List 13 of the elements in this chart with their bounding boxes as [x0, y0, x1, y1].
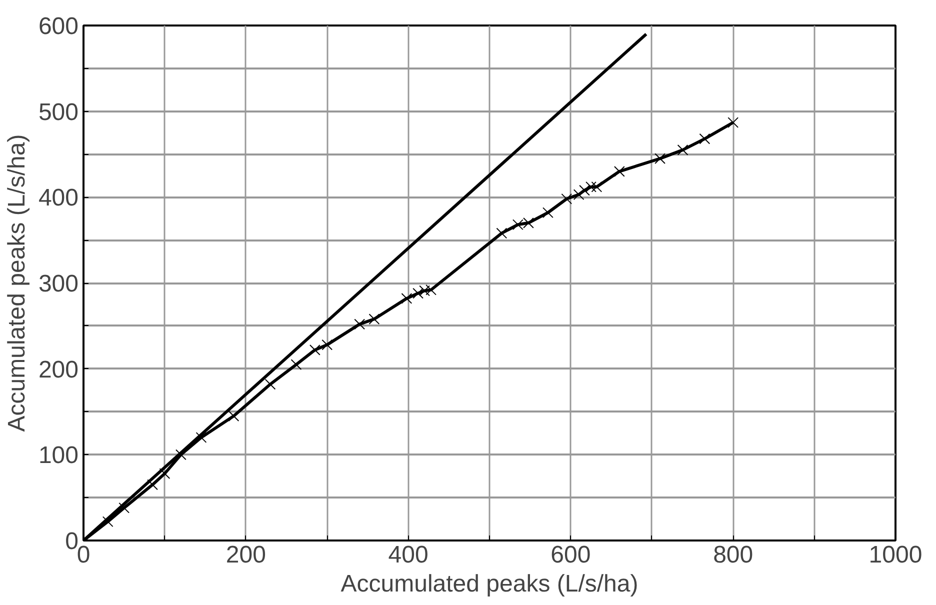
y-tick-label: 400: [38, 184, 79, 212]
y-tick-label: 100: [38, 442, 79, 470]
x-tick-label: 800: [713, 542, 754, 568]
y-tick-label: 500: [38, 98, 79, 126]
x-tick-label: 600: [550, 542, 591, 568]
y-tick-label: 300: [38, 270, 79, 298]
x-tick-label: 1000: [868, 542, 922, 568]
y-tick-label: 200: [38, 356, 79, 384]
y-tick-label: 600: [38, 13, 79, 40]
x-axis-title: Accumulated peaks (L/s/ha): [340, 570, 638, 598]
x-tick-label: 200: [226, 542, 266, 568]
y-axis-title: Accumulated peaks (L/s/ha): [3, 134, 30, 432]
x-tick-label: 400: [388, 542, 428, 568]
